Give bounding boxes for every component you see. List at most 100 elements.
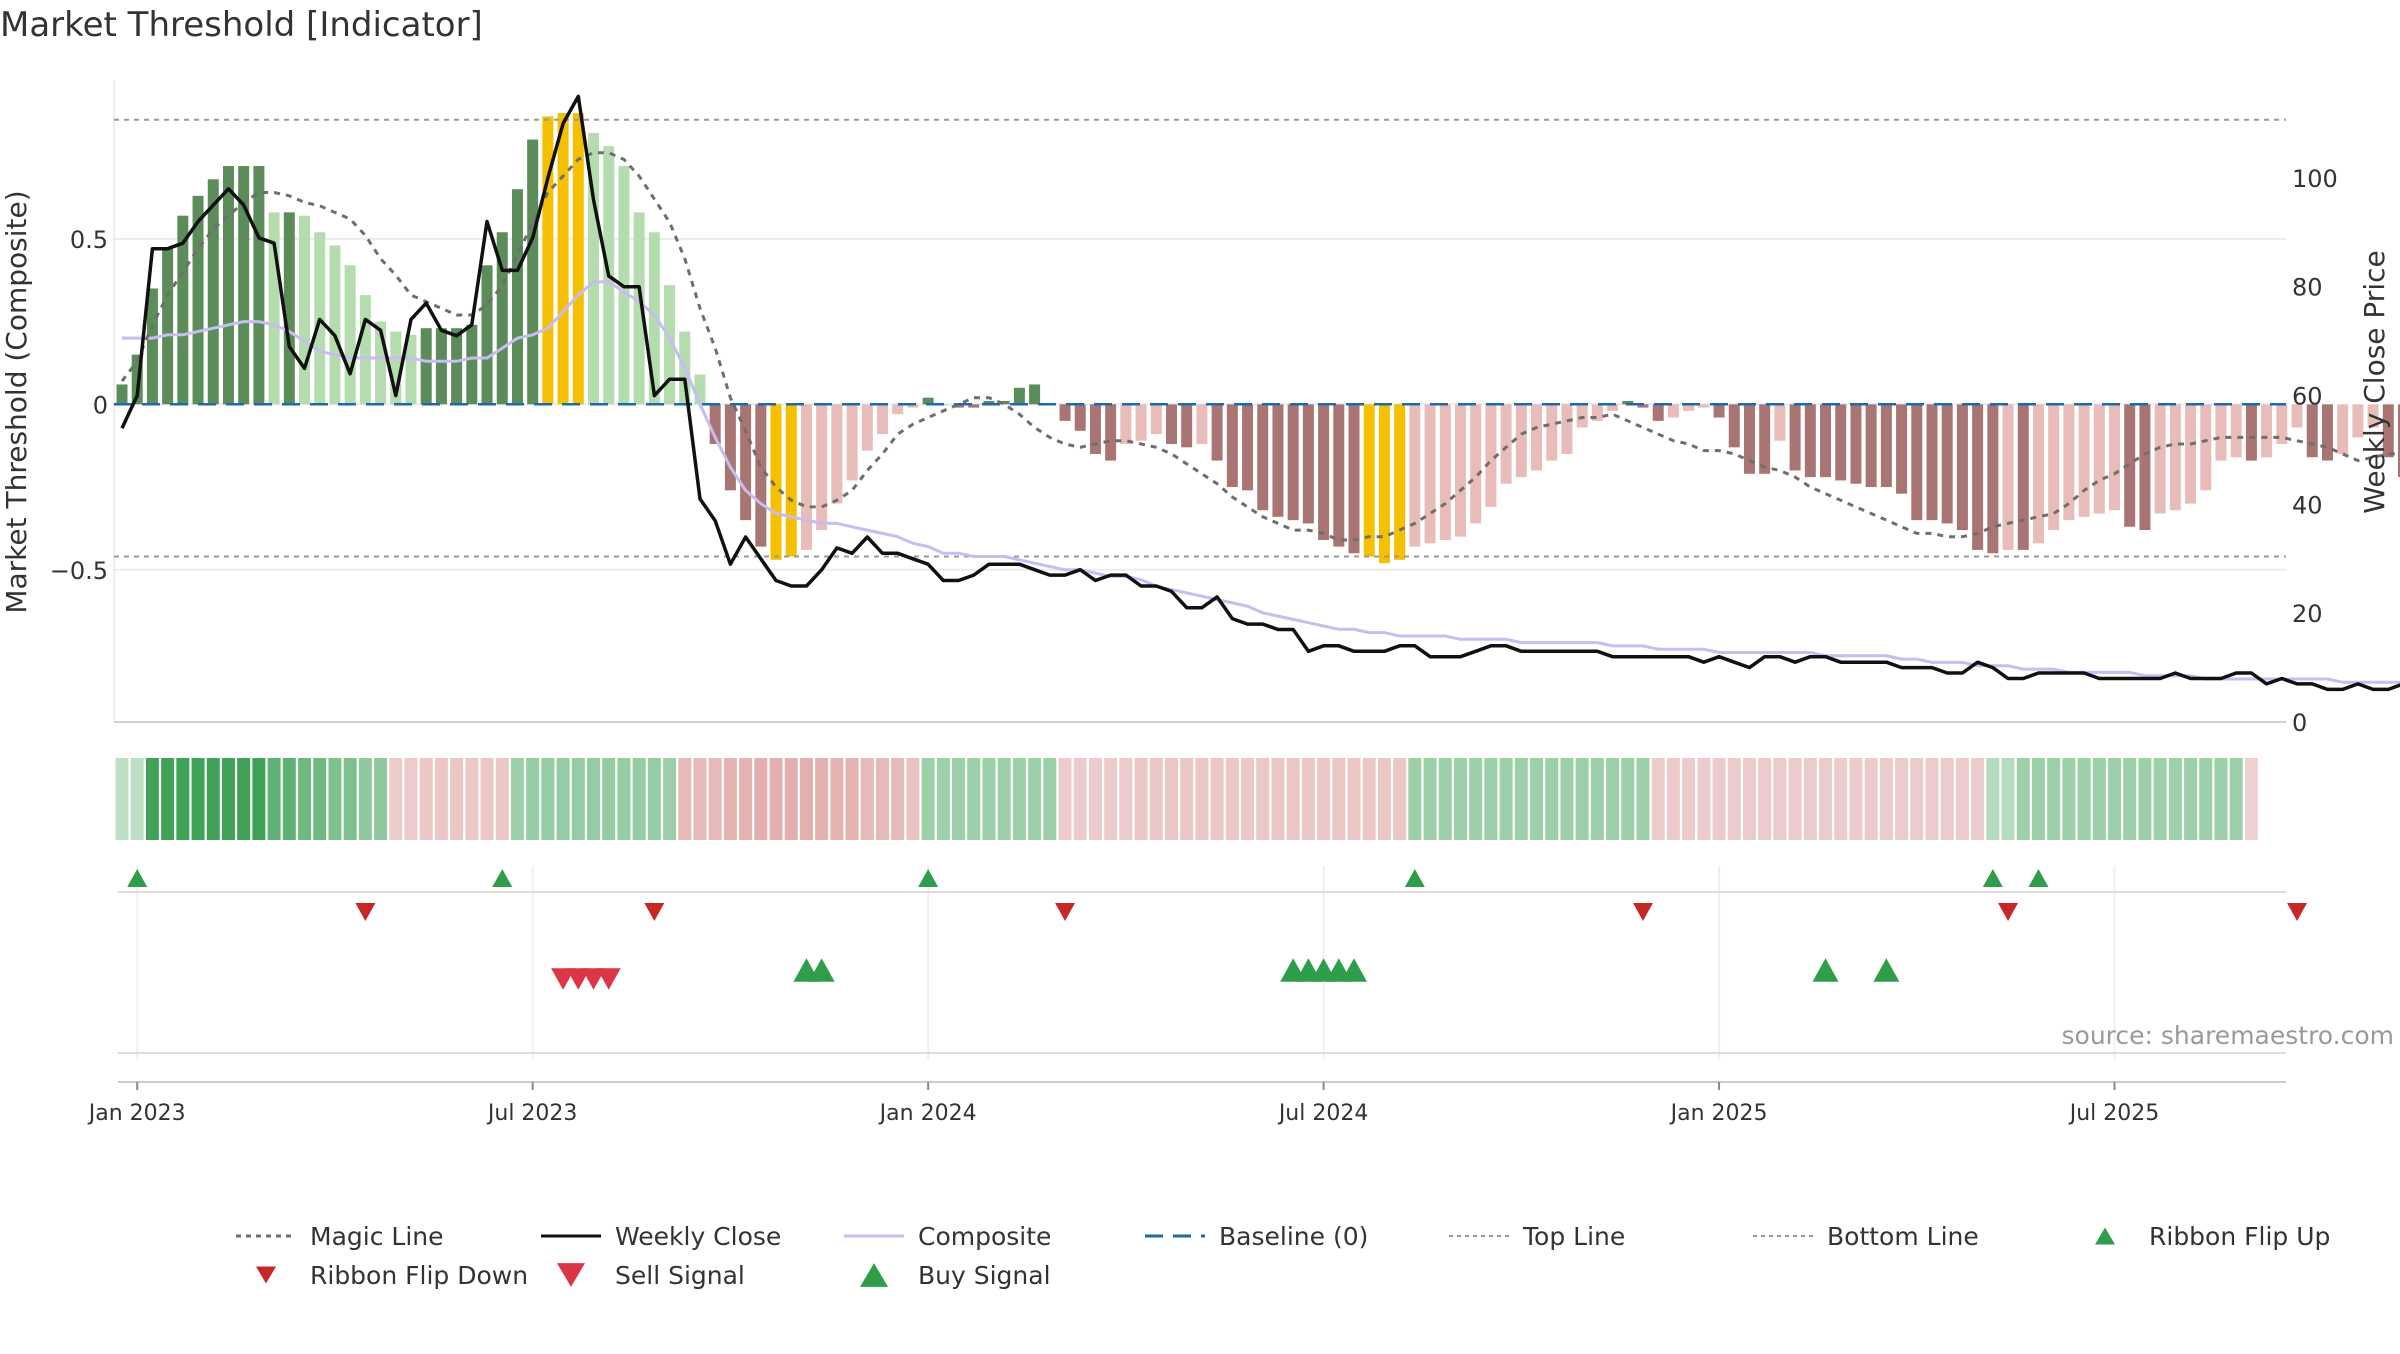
- composite-bar: [284, 212, 295, 404]
- composite-bar: [2307, 404, 2318, 457]
- composite-bar: [1850, 404, 1861, 483]
- composite-bar: [2139, 404, 2150, 530]
- composite-bar: [1090, 404, 1101, 454]
- composite-bar: [786, 404, 797, 556]
- ribbon-cell: [1500, 758, 1513, 840]
- legend-label: Weekly Close: [615, 1222, 781, 1251]
- ribbon-cell: [313, 758, 326, 840]
- ribbon-cell: [1956, 758, 1969, 840]
- ribbon-flip-up-marker: [1405, 869, 1425, 887]
- ribbon-cell: [526, 758, 539, 840]
- ribbon-cell: [1773, 758, 1786, 840]
- ribbon-flip-up-marker: [918, 869, 938, 887]
- composite-bar: [1303, 404, 1314, 523]
- composite-bar: [1896, 404, 1907, 493]
- ribbon-cell: [252, 758, 265, 840]
- legend-swatch: [2095, 1228, 2115, 1245]
- legend-label: Bottom Line: [1827, 1222, 1979, 1251]
- composite-bar: [1394, 404, 1405, 560]
- composite-bar: [1561, 404, 1572, 454]
- ribbon-cell: [891, 758, 904, 840]
- composite-bar: [1926, 404, 1937, 520]
- ribbon-flip-down-marker: [1998, 903, 2018, 921]
- ribbon-cell: [2047, 758, 2060, 840]
- ribbon-cell: [1408, 758, 1421, 840]
- composite-bar: [1196, 404, 1207, 444]
- y-tick-right: 40: [2292, 491, 2323, 519]
- ribbon-cell: [1728, 758, 1741, 840]
- ribbon-cell: [617, 758, 630, 840]
- composite-bar: [1151, 404, 1162, 434]
- legend-label: Sell Signal: [615, 1261, 745, 1290]
- composite-bar: [1257, 404, 1268, 510]
- composite-bar: [2231, 404, 2242, 457]
- ribbon-cell: [952, 758, 965, 840]
- ribbon-cell: [481, 758, 494, 840]
- ribbon-cell: [739, 758, 752, 840]
- ribbon-cell: [2154, 758, 2167, 840]
- ribbon-cell: [846, 758, 859, 840]
- ribbon-flip-down-marker: [1055, 903, 1075, 921]
- composite-bar: [1333, 404, 1344, 546]
- composite-bar: [1212, 404, 1223, 460]
- ribbon-cell: [1576, 758, 1589, 840]
- composite-bar: [253, 166, 264, 404]
- ribbon-cell: [161, 758, 174, 840]
- ribbon-cell: [541, 758, 554, 840]
- ribbon-cell: [2108, 758, 2121, 840]
- composite-bar: [451, 328, 462, 404]
- ribbon-cell: [1317, 758, 1330, 840]
- ribbon-cell: [1348, 758, 1361, 840]
- ribbon-cell: [146, 758, 159, 840]
- x-tick-label: Jan 2025: [1669, 1101, 1768, 1126]
- sell-signal-marker: [597, 968, 621, 990]
- legend-label: Ribbon Flip Down: [310, 1261, 528, 1290]
- composite-bar: [816, 404, 827, 530]
- ribbon-flip-down-marker: [1633, 903, 1653, 921]
- ribbon-cell: [1652, 758, 1665, 840]
- signal-gridlines: [137, 866, 2114, 1060]
- ribbon-cell: [693, 758, 706, 840]
- ribbon-cell: [1530, 758, 1543, 840]
- ribbon-cell: [116, 758, 129, 840]
- ribbon-cell: [724, 758, 737, 840]
- composite-bar: [1288, 404, 1299, 520]
- ribbon-cell: [1165, 758, 1178, 840]
- composite-bar: [1455, 404, 1466, 536]
- ribbon-cell: [1758, 758, 1771, 840]
- ribbon-cell: [1789, 758, 1802, 840]
- ribbon-cell: [1515, 758, 1528, 840]
- composite-bar: [1105, 404, 1116, 460]
- ribbon-cell: [389, 758, 402, 840]
- ribbon-flip-up-marker: [1983, 869, 2003, 887]
- composite-bar: [1501, 404, 1512, 483]
- legend-label: Top Line: [1522, 1222, 1625, 1251]
- source-credit: source: sharemaestro.com: [2062, 1021, 2395, 1050]
- ribbon-cell: [496, 758, 509, 840]
- ribbon-cell: [1971, 758, 1984, 840]
- ribbon-cell: [2032, 758, 2045, 840]
- composite-bar: [1531, 404, 1542, 470]
- ribbon-flip-down-marker: [355, 903, 375, 921]
- y-tick-left: 0.5: [70, 226, 108, 254]
- ribbon-cell: [1621, 758, 1634, 840]
- ribbon-cell: [1195, 758, 1208, 840]
- ribbon-cell: [1393, 758, 1406, 840]
- y-axis-right-label: Weekly Close Price: [2358, 250, 2391, 513]
- ribbon-cell: [572, 758, 585, 840]
- y-axis-left-label: Market Threshold (Composite): [0, 190, 33, 613]
- ribbon-cell: [998, 758, 1011, 840]
- signal-markers: [127, 869, 2307, 990]
- ribbon-cell: [2138, 758, 2151, 840]
- ribbon-cell: [906, 758, 919, 840]
- y-tick-right: 20: [2292, 600, 2323, 628]
- ribbon-flip-down-marker: [644, 903, 664, 921]
- composite-bar: [436, 328, 447, 404]
- composite-bar: [877, 404, 888, 434]
- ribbon-cell: [602, 758, 615, 840]
- composite-bar: [847, 404, 858, 480]
- ribbon-cell: [237, 758, 250, 840]
- legend-label: Magic Line: [310, 1222, 444, 1251]
- ribbon-cell: [435, 758, 448, 840]
